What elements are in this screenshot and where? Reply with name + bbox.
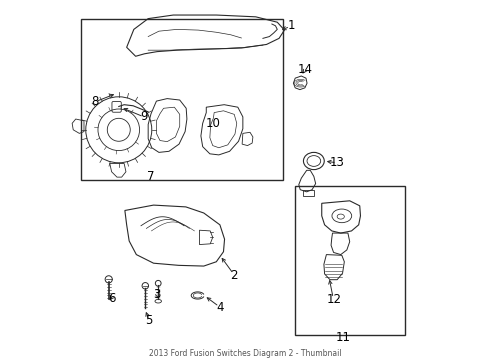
Text: 2: 2 bbox=[230, 269, 238, 282]
Text: 9: 9 bbox=[140, 110, 147, 123]
Text: 3: 3 bbox=[153, 288, 161, 301]
Text: 13: 13 bbox=[330, 156, 345, 169]
Text: 8: 8 bbox=[92, 95, 99, 108]
Text: 12: 12 bbox=[326, 293, 342, 306]
Text: 6: 6 bbox=[108, 292, 115, 305]
Bar bbox=[295, 186, 405, 335]
Text: 11: 11 bbox=[336, 331, 351, 344]
Bar bbox=[303, 190, 314, 196]
Text: 1: 1 bbox=[288, 19, 295, 32]
Text: 4: 4 bbox=[216, 301, 223, 314]
Text: 5: 5 bbox=[145, 314, 152, 327]
Text: 10: 10 bbox=[206, 117, 221, 130]
Text: 14: 14 bbox=[298, 63, 313, 76]
Bar bbox=[81, 19, 283, 180]
Text: 2013 Ford Fusion Switches Diagram 2 - Thumbnail: 2013 Ford Fusion Switches Diagram 2 - Th… bbox=[148, 349, 342, 358]
Text: 7: 7 bbox=[147, 170, 155, 183]
